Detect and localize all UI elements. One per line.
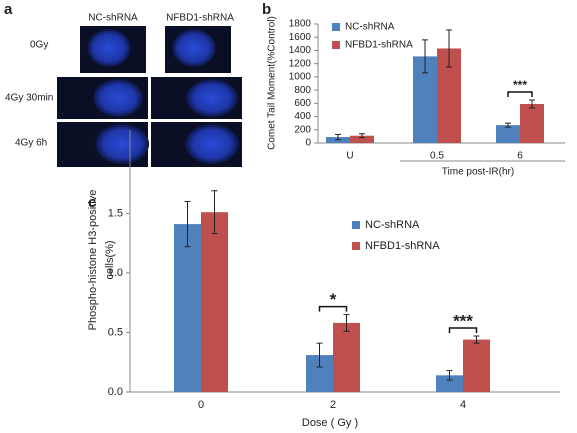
y-tick-label: 600 [294, 98, 311, 109]
significance-bracket [448, 327, 478, 334]
y-tick-label: 800 [294, 85, 311, 96]
y-tick-label: 400 [294, 111, 311, 122]
significance-bracket [507, 91, 533, 98]
x-axis-label: Time post-IR(hr) [442, 167, 514, 178]
bar [333, 322, 360, 392]
legend-label: NC-shRNA [345, 22, 395, 33]
y-tick-label: 0.5 [108, 326, 123, 338]
y-axis-label: cells(%) [104, 240, 116, 279]
y-tick-label: 1400 [289, 45, 312, 56]
panel-label: b [262, 1, 271, 18]
nucleus [87, 29, 131, 67]
bar [520, 103, 544, 143]
x-tick-label: 0 [198, 399, 204, 411]
bar [496, 125, 520, 143]
column-header: NC-shRNA [88, 13, 138, 24]
x-tick-label: U [346, 151, 353, 162]
y-axis-label: Phospho-histone H3-positive [87, 190, 99, 331]
y-axis-label: Comet Tail Moment(%Control) [267, 16, 278, 150]
bar [436, 375, 463, 392]
nucleus [186, 79, 238, 117]
x-tick-label: 6 [517, 151, 523, 162]
row-label: 4Gy 30min [5, 93, 53, 104]
annotation: * [330, 290, 337, 309]
bar [463, 339, 490, 392]
bar [174, 224, 201, 392]
y-tick-label: 200 [294, 124, 311, 135]
y-tick-label: 0 [305, 138, 311, 149]
legend-swatch [352, 242, 360, 250]
significance-bracket [318, 305, 348, 312]
row-label: 4Gy 6h [15, 138, 47, 149]
legend-swatch [352, 221, 360, 229]
bar [201, 212, 228, 392]
legend-label: NFBD1-shRNA [365, 240, 440, 252]
x-tick-label: 2 [330, 399, 336, 411]
panel-label: a [4, 1, 13, 18]
bar [350, 135, 374, 143]
legend-label: NFBD1-shRNA [345, 40, 413, 51]
x-tick-label: 4 [460, 399, 466, 411]
legend-label: NC-shRNA [365, 219, 420, 231]
x-tick-label: 0.5 [430, 151, 444, 162]
nucleus [95, 124, 149, 164]
panel-label: c [88, 194, 96, 211]
panel-a: a NC-shRNA NFBD1-shRNA 0Gy 4Gy 30min 4Gy… [4, 1, 242, 167]
annotation: *** [513, 78, 527, 92]
y-tick-label: 1.5 [108, 207, 123, 219]
nucleus [172, 29, 216, 67]
column-header: NFBD1-shRNA [166, 13, 234, 24]
y-tick-label: 1.0 [108, 267, 123, 279]
annotation: *** [453, 312, 473, 331]
y-tick-label: 0.0 [108, 386, 123, 398]
legend-swatch [332, 41, 340, 49]
y-tick-label: 1200 [289, 58, 312, 69]
nucleus [93, 79, 143, 117]
legend-swatch [332, 23, 340, 31]
nucleus [185, 124, 239, 164]
y-tick-label: 1000 [289, 72, 312, 83]
y-tick-label: 1800 [289, 19, 312, 30]
row-label: 0Gy [30, 40, 48, 51]
x-axis-label: Dose ( Gy ) [302, 417, 358, 429]
y-tick-label: 1600 [289, 32, 312, 43]
